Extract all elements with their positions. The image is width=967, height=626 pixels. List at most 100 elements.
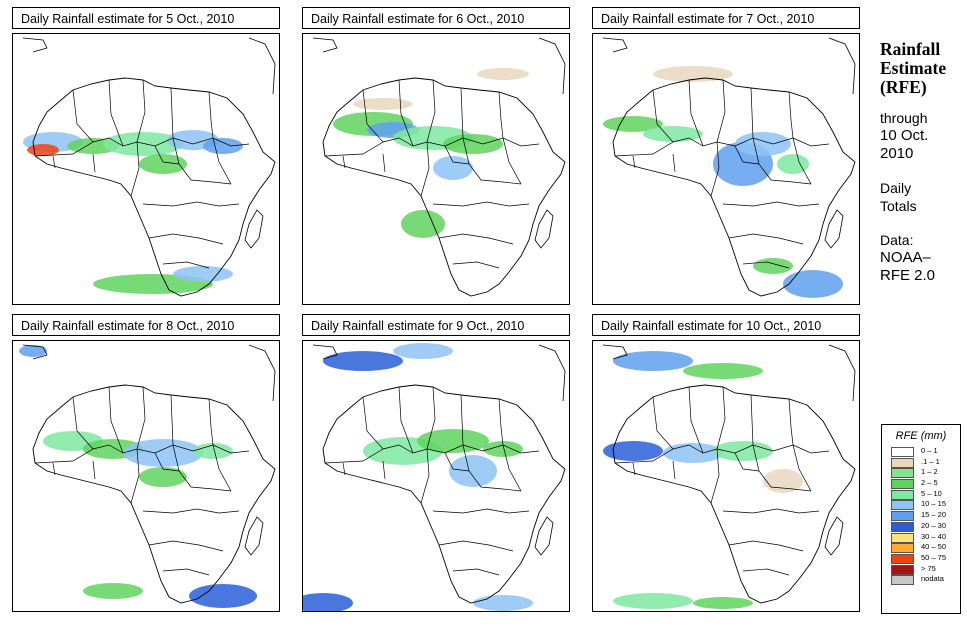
country-border: [728, 540, 804, 552]
country-border: [170, 87, 174, 139]
heading-line: Estimate: [880, 58, 947, 78]
arabia-outline: [828, 344, 856, 402]
madagascar-outline: [534, 209, 554, 249]
rainfall-area: [683, 363, 763, 379]
rainfall-area: [603, 441, 663, 461]
panel-title: Daily Rainfall estimate for 10 Oct., 201…: [592, 314, 860, 336]
rainfall-area: [139, 154, 187, 174]
country-border: [752, 444, 812, 492]
daily-label: Daily: [880, 180, 912, 196]
country-border: [398, 79, 414, 147]
madagascar-outline: [534, 516, 554, 556]
legend-item: nodata: [891, 574, 960, 586]
legend-swatch: [891, 532, 914, 543]
africa-coastline: [322, 77, 566, 297]
rainfall-area: [123, 439, 203, 467]
legend-label: 2 – 5: [921, 478, 938, 488]
country-border: [710, 448, 720, 504]
rainfall-area: [643, 126, 703, 142]
rainfall-area: [473, 595, 533, 611]
rainfall-area: [433, 156, 473, 180]
rainfall-area: [777, 154, 809, 174]
data-product: RFE 2.0: [880, 267, 936, 284]
rainfall-area: [323, 351, 403, 371]
country-border: [420, 141, 430, 197]
country-border: [788, 91, 794, 139]
country-border: [710, 141, 720, 197]
arabia-outline: [248, 344, 276, 402]
country-border: [142, 201, 240, 207]
legend-item: 10 – 15: [891, 499, 960, 511]
country-border: [92, 460, 96, 480]
country-border: [420, 448, 430, 504]
country-border: [460, 394, 464, 446]
legend-item: 15 – 20: [891, 510, 960, 522]
africa-rainfall-map: [302, 340, 570, 612]
country-border: [172, 444, 232, 492]
country-border: [148, 540, 224, 552]
country-border: [72, 396, 94, 450]
rainfall-area: [783, 270, 843, 298]
africa-coastline: [322, 384, 566, 604]
africa-rainfall-map: [12, 33, 280, 305]
rainfall-area: [303, 593, 353, 611]
country-border: [438, 540, 514, 552]
data-agency: NOAA–: [880, 249, 931, 266]
country-border: [108, 386, 124, 454]
country-border: [632, 155, 636, 169]
country-border: [502, 444, 522, 492]
rainfall-area: [19, 345, 47, 357]
rainfall-area: [173, 266, 233, 282]
country-border: [362, 396, 384, 450]
iberia-outline: [602, 37, 628, 53]
country-border: [438, 233, 514, 245]
legend-item: 5 – 10: [891, 489, 960, 501]
country-border: [462, 137, 522, 185]
madagascar-outline: [824, 516, 844, 556]
rainfall-map-panel: Daily Rainfall estimate for 6 Oct., 2010: [302, 7, 570, 305]
legend-label: 30 – 40: [921, 531, 947, 541]
heading-line: (RFE): [880, 77, 927, 97]
africa-coastline: [612, 77, 856, 297]
country-border: [142, 508, 240, 514]
country-border: [426, 79, 436, 143]
country-border: [130, 448, 140, 504]
legend-item: 1 – 2: [891, 467, 960, 479]
rainfall-area: [449, 455, 497, 487]
madagascar-outline: [824, 209, 844, 249]
country-border: [34, 444, 250, 464]
country-border: [614, 137, 830, 157]
legend-label: 10 – 15: [921, 499, 947, 509]
legend-label: > 75: [921, 563, 936, 573]
country-border: [462, 444, 522, 492]
panel-title: Daily Rainfall estimate for 9 Oct., 2010: [302, 314, 570, 336]
country-border: [34, 137, 250, 157]
country-border: [716, 386, 726, 450]
country-border: [632, 462, 636, 476]
country-border: [672, 153, 676, 173]
panel-title: Daily Rainfall estimate for 7 Oct., 2010: [592, 7, 860, 29]
country-border: [136, 386, 146, 450]
daily-totals: Daily Totals: [880, 179, 965, 215]
country-border: [452, 568, 500, 576]
rainfall-map-panel: Daily Rainfall estimate for 7 Oct., 2010: [592, 7, 860, 305]
country-border: [212, 444, 232, 492]
legend-item: 2 – 5: [891, 478, 960, 490]
legend-label: 0 – 1: [921, 446, 938, 455]
country-border: [362, 89, 384, 143]
country-border: [688, 386, 704, 454]
rainfall-area: [735, 132, 791, 156]
country-border: [742, 261, 790, 269]
panel-title: Daily Rainfall estimate for 5 Oct., 2010: [12, 7, 280, 29]
iberia-outline: [602, 344, 628, 360]
country-border: [52, 155, 56, 169]
country-border: [342, 462, 346, 476]
legend-label: .1 – 1: [921, 456, 940, 466]
africa-rainfall-map: [592, 340, 860, 612]
rainfall-area: [393, 343, 453, 359]
legend-label: 20 – 30: [921, 520, 947, 530]
legend-swatch: [891, 489, 914, 500]
legend-swatch: [891, 457, 914, 468]
country-border: [788, 398, 794, 446]
country-border: [52, 462, 56, 476]
